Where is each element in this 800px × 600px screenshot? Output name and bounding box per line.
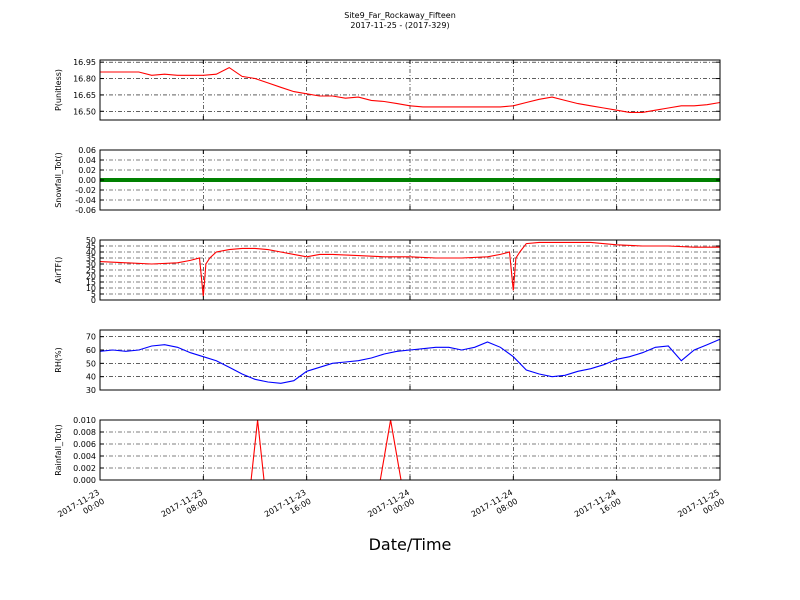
panel-4-ytick-label-5: 0.010 <box>73 416 96 425</box>
panel-0-ytick-label-2: 16.80 <box>73 75 96 84</box>
panel-1-ylabel: Snowfall_Tot() <box>54 152 63 208</box>
chart-subtitle: 2017-11-25 - (2017-329) <box>350 21 449 30</box>
panel-4-ytick-label-2: 0.004 <box>73 452 96 461</box>
panel-3-ytick-label-3: 60 <box>86 346 96 355</box>
panel-3-ytick-label-1: 40 <box>86 373 96 382</box>
panel-0: 16.50 16.65 16.80 16.95 P(unitless) <box>54 58 721 121</box>
x-tick-label-1: 2017-11-2308:00 <box>160 488 210 528</box>
panel-0-series-line <box>100 66 721 113</box>
panel-2-ytick-label-3: 15 <box>86 278 96 287</box>
panel-1-ytick-label-0: -0.06 <box>75 206 96 215</box>
panel-2-ytick-label-2: 10 <box>86 284 96 293</box>
panel-0-ytick-label-3: 16.95 <box>73 58 96 67</box>
panel-3-ylabel: RH(%) <box>54 347 63 372</box>
panel-2-ytick-label-5: 25 <box>86 266 96 275</box>
x-tick-label-2: 2017-11-2316:00 <box>263 488 313 528</box>
panel-2-ytick-label-1: 5 <box>91 290 96 299</box>
panel-2-ytick-label-8: 40 <box>86 248 96 257</box>
x-tick-label-6: 2017-11-2500:00 <box>676 488 726 528</box>
panel-1-ytick-label-2: -0.02 <box>75 186 96 195</box>
panel-4-ytick-label-0: 0.000 <box>73 476 96 485</box>
panels: 16.5016.6516.8016.95P(unitless)-0.06-0.0… <box>54 58 721 485</box>
panel-0-ytick-label-1: 16.65 <box>73 91 96 100</box>
panel-2-ytick-label-4: 20 <box>86 272 96 281</box>
panel-3-ytick-label-2: 50 <box>86 359 96 368</box>
panel-3: 30 40 50 60 70 RH(%) <box>54 329 721 395</box>
panel-1-ytick-label-4: 0.02 <box>78 166 96 175</box>
panel-4-ytick-label-1: 0.002 <box>73 464 96 473</box>
x-tick-labels: 2017-11-2300:00 2017-11-2308:00 2017-11-23… <box>56 488 726 528</box>
x-tick-label-4: 2017-11-2408:00 <box>470 488 520 528</box>
x-tick-label-5: 2017-11-2416:00 <box>573 488 623 528</box>
panel-2-ytick-label-9: 45 <box>86 242 96 251</box>
panel-2-ytick-label-6: 30 <box>86 260 96 269</box>
panel-4: 0.000 0.002 0.004 0.006 0.008 0.010 Rainfall_T… <box>54 416 721 485</box>
panel-0-ytick-label-0: 16.50 <box>73 107 96 116</box>
panel-3-ytick-label-0: 30 <box>86 386 96 395</box>
panel-2-ytick-label-10: 50 <box>86 236 96 245</box>
panel-0-ylabel: P(unitless) <box>54 69 63 111</box>
panel-4-ytick-label-3: 0.006 <box>73 440 96 449</box>
panel-1: -0.06-0.04-0.020.000.020.040.06 Snowfall_… <box>54 146 721 215</box>
panel-4-ytick-label-4: 0.008 <box>73 428 96 437</box>
x-axis-label: Date/Time <box>369 535 452 554</box>
panel-1-ytick-label-1: -0.04 <box>75 196 96 205</box>
panel-2-ytick-label-7: 35 <box>86 254 96 263</box>
panel-2-ytick-label-0: 0 <box>91 296 96 305</box>
panel-2-ylabel: AirTF() <box>54 257 63 284</box>
x-tick-label-0: 2017-11-2300:00 <box>56 488 106 528</box>
panel-3-ytick-label-4: 70 <box>86 333 96 342</box>
panel-2-series-line <box>99 241 720 297</box>
chart-title: Site9_Far_Rockaway_Fifteen <box>344 11 456 20</box>
panel-4-ylabel: Rainfall_Tot() <box>54 424 63 476</box>
panel-1-ytick-label-5: 0.04 <box>78 156 96 165</box>
panel-1-ytick-label-3: 0.00 <box>78 176 96 185</box>
panel-1-ytick-label-6: 0.06 <box>78 146 96 155</box>
x-tick-label-3: 2017-11-2400:00 <box>366 488 416 528</box>
panel-3-series-line <box>99 338 721 384</box>
